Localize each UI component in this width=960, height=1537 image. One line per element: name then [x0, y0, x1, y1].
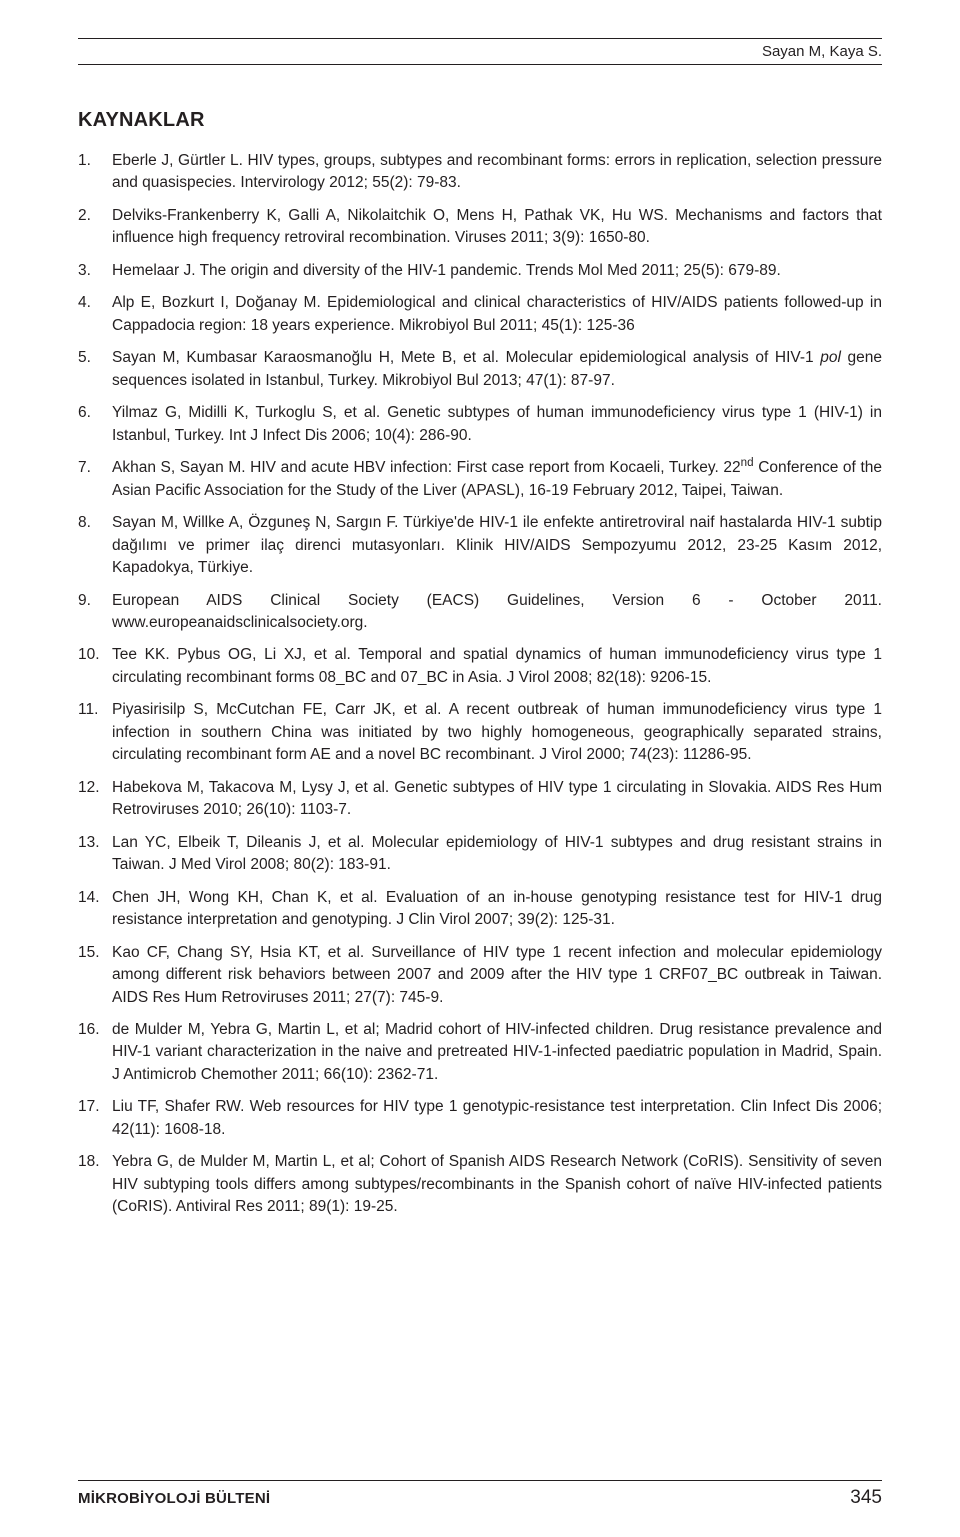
- reference-item: Delviks-Frankenberry K, Galli A, Nikolai…: [78, 205, 882, 250]
- reference-item: Tee KK. Pybus OG, Li XJ, et al. Temporal…: [78, 644, 882, 689]
- reference-item: Lan YC, Elbeik T, Dileanis J, et al. Mol…: [78, 832, 882, 877]
- reference-item: Akhan S, Sayan M. HIV and acute HBV infe…: [78, 457, 882, 502]
- footer-page-number: 345: [850, 1487, 882, 1509]
- reference-item: Alp E, Bozkurt I, Doğanay M. Epidemiolog…: [78, 292, 882, 337]
- reference-item: Sayan M, Willke A, Özguneş N, Sargın F. …: [78, 512, 882, 579]
- reference-item: Yilmaz G, Midilli K, Turkoglu S, et al. …: [78, 402, 882, 447]
- reference-item: Eberle J, Gürtler L. HIV types, groups, …: [78, 150, 882, 195]
- reference-item: Hemelaar J. The origin and diversity of …: [78, 260, 882, 282]
- reference-item: Liu TF, Shafer RW. Web resources for HIV…: [78, 1096, 882, 1141]
- section-title-references: KAYNAKLAR: [78, 109, 882, 132]
- reference-item: Chen JH, Wong KH, Chan K, et al. Evaluat…: [78, 887, 882, 932]
- page-footer: MİKROBİYOLOJİ BÜLTENİ 345: [78, 1480, 882, 1509]
- reference-item: Sayan M, Kumbasar Karaosmanoğlu H, Mete …: [78, 347, 882, 392]
- reference-item: Piyasirisilp S, McCutchan FE, Carr JK, e…: [78, 699, 882, 766]
- running-head: Sayan M, Kaya S.: [78, 38, 882, 65]
- reference-item: European AIDS Clinical Society (EACS) Gu…: [78, 590, 882, 635]
- reference-list: Eberle J, Gürtler L. HIV types, groups, …: [78, 150, 882, 1219]
- reference-item: Habekova M, Takacova M, Lysy J, et al. G…: [78, 777, 882, 822]
- reference-item: Kao CF, Chang SY, Hsia KT, et al. Survei…: [78, 942, 882, 1009]
- running-head-text: Sayan M, Kaya S.: [78, 43, 882, 60]
- reference-item: Yebra G, de Mulder M, Martin L, et al; C…: [78, 1151, 882, 1218]
- reference-item: de Mulder M, Yebra G, Martin L, et al; M…: [78, 1019, 882, 1086]
- page: Sayan M, Kaya S. KAYNAKLAR Eberle J, Gür…: [0, 0, 960, 1537]
- footer-journal-name: MİKROBİYOLOJİ BÜLTENİ: [78, 1490, 270, 1507]
